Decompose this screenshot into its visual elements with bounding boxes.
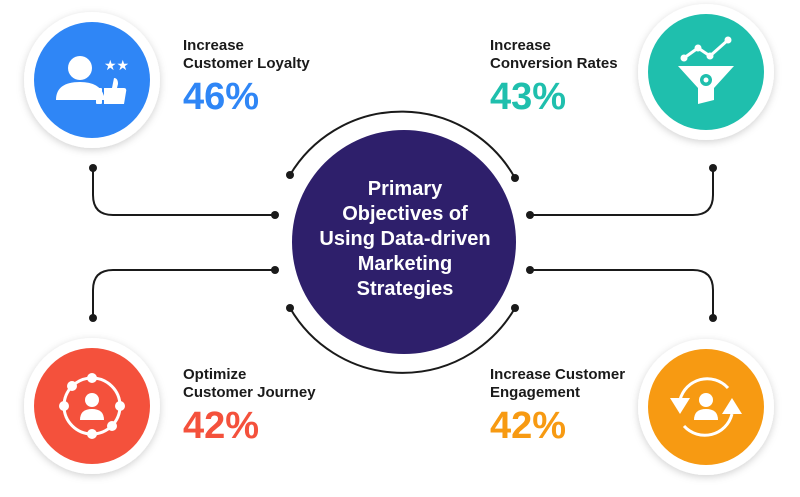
customer-network-icon <box>59 373 125 439</box>
objective-percent: 42% <box>490 405 567 447</box>
connector-dots <box>89 164 717 322</box>
conversion-label: Increase Conversion Rates 43% <box>490 37 618 117</box>
connector-bottom-right <box>530 269 714 318</box>
dot <box>89 164 97 172</box>
dot <box>271 211 279 219</box>
dot <box>89 314 97 322</box>
arc-top <box>289 110 516 179</box>
center-title-line: Using Data-driven <box>319 228 491 250</box>
engagement-label: Increase Customer Engagement 42% <box>490 366 625 446</box>
objective-title-line: Customer Loyalty <box>183 55 310 72</box>
engagement-node <box>638 339 774 475</box>
dot <box>271 266 279 274</box>
dot <box>511 174 519 182</box>
loyalty-label: Increase Customer Loyalty 46% <box>183 37 310 117</box>
objective-title-line: Engagement <box>490 384 581 401</box>
objective-title-line: Increase <box>183 37 244 54</box>
objective-percent: 46% <box>183 76 260 118</box>
svg-text:★★: ★★ <box>104 58 129 74</box>
center-title-line: Strategies <box>356 278 454 300</box>
objective-title-line: Increase Customer <box>490 366 626 383</box>
dot <box>526 266 534 274</box>
user-rating-thumbs-up-icon: ★★ <box>56 56 129 104</box>
objective-percent: 42% <box>183 405 260 447</box>
journey-node <box>24 338 160 474</box>
connector-top-left <box>92 168 275 216</box>
connector-lines <box>92 110 714 374</box>
arc-bottom <box>289 307 516 374</box>
conversion-node <box>638 4 774 140</box>
objective-title-line: Customer Journey <box>183 384 316 401</box>
dot <box>511 304 519 312</box>
center-title: Primary Objectives of Using Data-driven … <box>300 177 510 302</box>
objective-title-line: Increase <box>490 37 551 54</box>
center-title-line: Objectives of <box>342 203 468 225</box>
dot <box>286 171 294 179</box>
dot <box>709 314 717 322</box>
dot <box>526 211 534 219</box>
connector-bottom-left <box>92 269 275 318</box>
objective-title-line: Conversion Rates <box>490 55 618 72</box>
journey-label: Optimize Customer Journey 42% <box>183 366 316 446</box>
loyalty-node: ★★ <box>24 12 160 148</box>
dot <box>709 164 717 172</box>
center-title-line: Primary <box>367 178 443 200</box>
objective-title-line: Optimize <box>183 366 247 383</box>
customer-cycle-icon <box>670 377 742 437</box>
dot <box>286 304 294 312</box>
connector-top-right <box>530 168 714 216</box>
center-circle <box>292 130 516 354</box>
center-title-line: Marketing <box>357 253 453 275</box>
objective-percent: 43% <box>490 76 567 118</box>
conversion-funnel-icon <box>678 36 734 104</box>
